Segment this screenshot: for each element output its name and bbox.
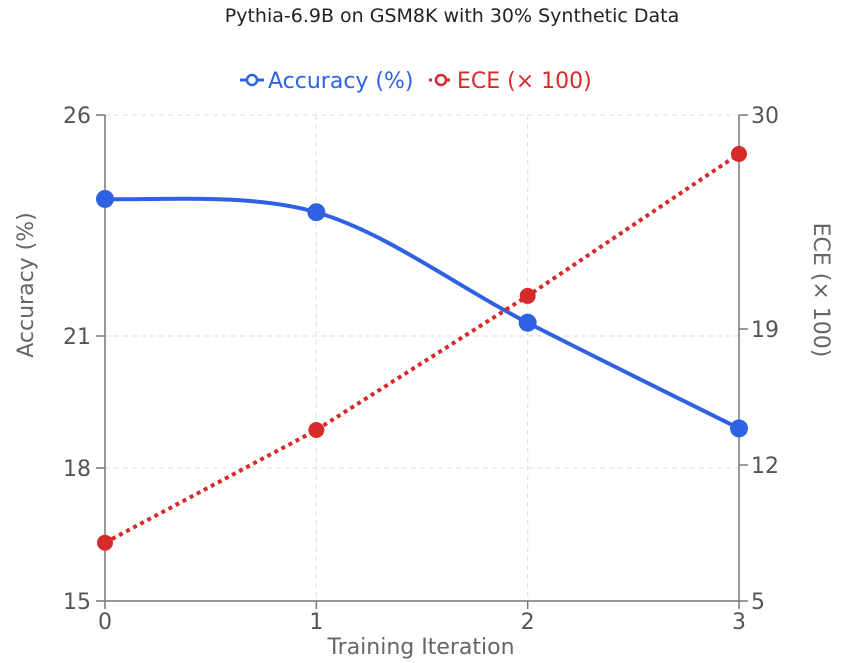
legend-accuracy-label: Accuracy (%) [268, 69, 414, 94]
grid [105, 114, 739, 602]
ece-point [308, 422, 325, 439]
axes [96, 114, 748, 609]
series [96, 145, 748, 551]
y-left-tick-label: 18 [63, 457, 91, 482]
x-axis-label: Training Iteration [326, 635, 514, 660]
y-left-tick-label: 15 [63, 590, 91, 615]
y-right-tick-label: 19 [751, 318, 779, 343]
chart-title: Pythia-6.9B on GSM8K with 30% Synthetic … [225, 5, 679, 27]
accuracy-point [307, 203, 326, 222]
y-left-axis-label: Accuracy (%) [14, 212, 39, 358]
x-tick-label: 2 [521, 610, 535, 635]
ece-line [104, 152, 741, 545]
legend: Accuracy (%) ECE (× 100) [240, 69, 592, 94]
x-tick-label: 3 [732, 610, 746, 635]
legend-ece-marker [434, 73, 448, 87]
ece-point [731, 145, 747, 162]
accuracy-point [518, 313, 537, 332]
y-right-axis-label: ECE (× 100) [808, 223, 833, 358]
legend-accuracy-marker [245, 73, 259, 87]
y-right-tick-label: 5 [751, 590, 765, 615]
accuracy-point [730, 419, 748, 438]
accuracy-line [104, 196, 740, 431]
ece-point [519, 287, 536, 304]
accuracy-point [96, 189, 114, 208]
legend-ece-label: ECE (× 100) [457, 69, 592, 94]
y-right-tick-label: 30 [751, 104, 779, 129]
x-tick-label: 0 [98, 610, 112, 635]
x-tick-label: 1 [309, 610, 323, 635]
ece-point [97, 534, 113, 551]
y-left-tick-label: 21 [63, 325, 91, 350]
y-left-tick-label: 26 [63, 104, 91, 129]
y-right-tick-label: 12 [751, 454, 779, 479]
